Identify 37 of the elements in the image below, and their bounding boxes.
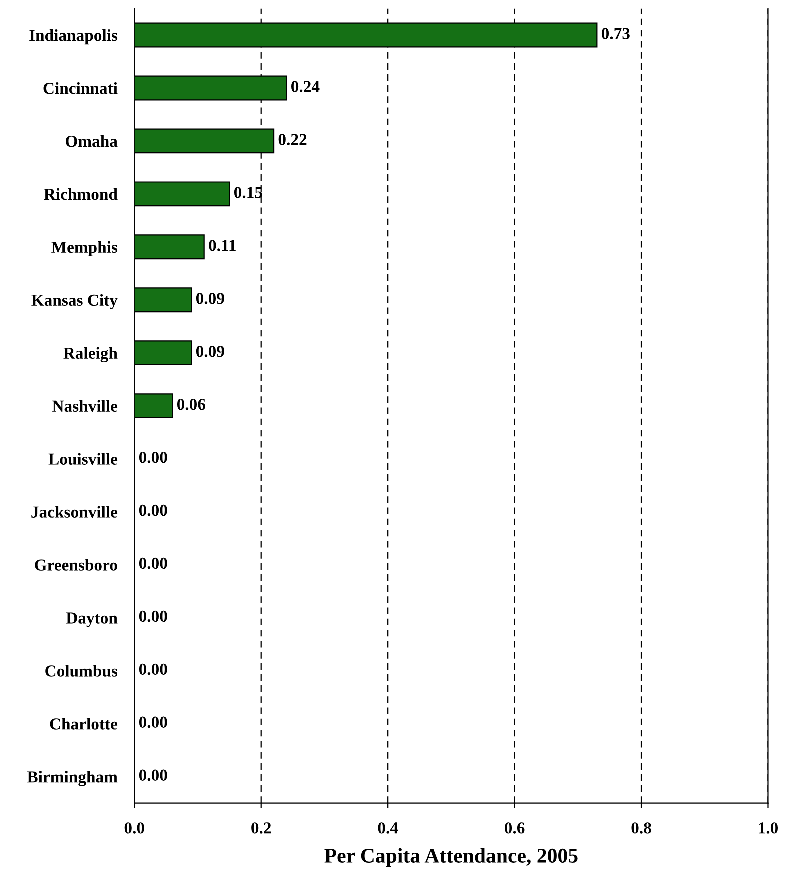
x-tick-label: 0.0 [124, 822, 144, 834]
data-label: 0.00 [139, 664, 168, 676]
y-tick-label: Columbus [46, 665, 118, 677]
data-label: 0.00 [139, 558, 168, 570]
y-tick-label: Indianapolis [30, 29, 118, 45]
data-label: 0.06 [177, 398, 206, 410]
data-label: 0.15 [234, 187, 262, 198]
data-label: 0.24 [292, 81, 320, 92]
x-tick-label: 0.2 [252, 822, 272, 834]
y-tick-label: Richmond [44, 188, 118, 200]
x-tick-label: 1.0 [759, 822, 778, 834]
data-label: 0.09 [196, 293, 224, 304]
y-tick-label: Memphis [52, 241, 118, 256]
data-label: 0.00 [139, 610, 168, 622]
y-tick-label: Dayton [66, 612, 118, 628]
y-tick-label: Omaha [66, 135, 118, 148]
y-tick-label: Jacksonville [32, 506, 118, 518]
data-label: 0.09 [196, 346, 224, 358]
y-tick-label: Cincinnati [44, 82, 118, 94]
data-label: 0.00 [139, 716, 168, 728]
y-tick-label: Birmingham [28, 771, 118, 786]
x-tick-label: 0.4 [378, 822, 398, 834]
y-tick-label: Raleigh [64, 347, 118, 363]
x-tick-label: 0.8 [632, 822, 652, 834]
data-label: 0.00 [139, 452, 168, 464]
y-tick-label: Greensboro [35, 559, 118, 571]
y-tick-label: Kansas City [32, 294, 118, 310]
data-label: 0.11 [209, 240, 236, 252]
y-tick-label: Nashville [52, 400, 118, 412]
data-label: 0.73 [602, 28, 630, 40]
y-tick-label: Charlotte [50, 718, 118, 730]
data-label: 0.00 [139, 504, 168, 516]
y-tick-label: Louisville [48, 453, 118, 466]
x-axis-title: Per Capita Attendance, 2005 [324, 848, 578, 868]
x-tick-label: 0.6 [505, 822, 525, 834]
data-label: 0.22 [278, 134, 307, 146]
data-label: 0.00 [139, 770, 168, 782]
